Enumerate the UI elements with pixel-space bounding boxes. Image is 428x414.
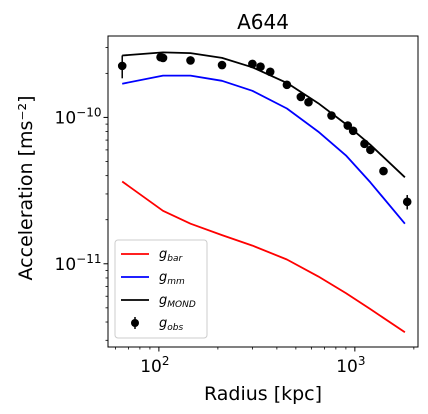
data-point-g-obs: [256, 62, 265, 72]
y-tick-label: 10−11: [55, 252, 102, 275]
data-point-g-obs: [327, 111, 336, 120]
data-point-g-obs: [366, 145, 375, 155]
series-line-g-bar: [121, 180, 406, 334]
x-axis-label: Radius [kpc]: [204, 383, 322, 405]
series-line-g-mm: [122, 74, 406, 225]
data-point-g-obs: [348, 126, 358, 136]
legend-label-mond: gMOND: [159, 293, 196, 310]
data-point-g-obs: [117, 61, 127, 71]
legend-label-obs: gobs: [159, 316, 183, 333]
legend-swatch-obs: [131, 319, 139, 327]
plot-area: 102 103 10−11 10−10 gbar gmm gMOND gobs: [55, 35, 419, 377]
data-point-g-obs: [379, 166, 388, 176]
data-point-g-obs: [304, 97, 313, 107]
legend-label-bar: gbar: [159, 247, 183, 264]
data-point-g-obs: [343, 121, 353, 130]
chart-title: A644: [237, 10, 289, 34]
y-axis-label: Acceleration [ms⁻²]: [15, 96, 37, 281]
x-tick-label: 103: [336, 354, 365, 377]
legend-label-mm: gmm: [159, 270, 185, 287]
data-point-g-obs: [248, 59, 257, 69]
data-point-g-obs: [360, 139, 369, 149]
data-point-g-obs: [296, 92, 306, 102]
data-point-g-obs: [402, 197, 412, 207]
data-point-g-obs: [186, 56, 195, 65]
data-point-g-obs: [217, 60, 227, 70]
data-point-g-obs: [158, 53, 168, 63]
data-point-g-obs: [282, 80, 292, 90]
legend-box: [114, 239, 208, 339]
x-tick-label: 102: [140, 354, 169, 377]
data-point-g-obs: [265, 67, 275, 77]
y-tick-label: 10−10: [55, 105, 102, 128]
